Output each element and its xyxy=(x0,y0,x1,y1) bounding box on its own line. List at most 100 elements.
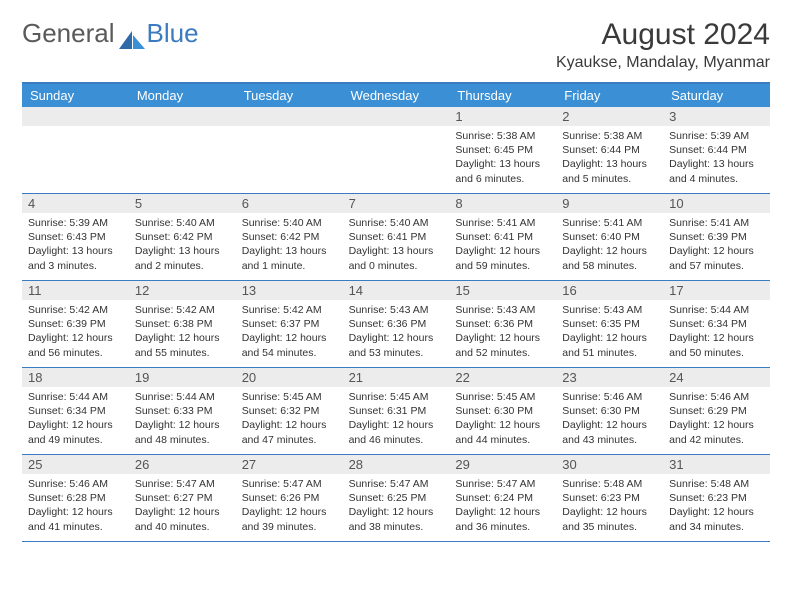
sunset-text: Sunset: 6:28 PM xyxy=(28,491,123,505)
daylight-text: Daylight: 12 hours and 46 minutes. xyxy=(349,418,444,446)
day-details: Sunrise: 5:45 AMSunset: 6:32 PMDaylight:… xyxy=(236,387,343,451)
sunset-text: Sunset: 6:40 PM xyxy=(562,230,657,244)
calendar-cell: 14Sunrise: 5:43 AMSunset: 6:36 PMDayligh… xyxy=(343,281,450,367)
sunset-text: Sunset: 6:45 PM xyxy=(455,143,550,157)
sunrise-text: Sunrise: 5:47 AM xyxy=(455,477,550,491)
sunset-text: Sunset: 6:43 PM xyxy=(28,230,123,244)
day-details: Sunrise: 5:43 AMSunset: 6:35 PMDaylight:… xyxy=(556,300,663,364)
page-header: General Blue August 2024 Kyaukse, Mandal… xyxy=(22,18,770,72)
sunrise-text: Sunrise: 5:41 AM xyxy=(562,216,657,230)
calendar-cell xyxy=(343,107,450,193)
daylight-text: Daylight: 12 hours and 57 minutes. xyxy=(669,244,764,272)
sunset-text: Sunset: 6:33 PM xyxy=(135,404,230,418)
sunset-text: Sunset: 6:39 PM xyxy=(28,317,123,331)
day-number xyxy=(343,107,450,126)
sunrise-text: Sunrise: 5:43 AM xyxy=(349,303,444,317)
calendar-cell: 16Sunrise: 5:43 AMSunset: 6:35 PMDayligh… xyxy=(556,281,663,367)
day-number: 21 xyxy=(343,368,450,387)
daylight-text: Daylight: 12 hours and 51 minutes. xyxy=(562,331,657,359)
day-number: 6 xyxy=(236,194,343,213)
daylight-text: Daylight: 12 hours and 55 minutes. xyxy=(135,331,230,359)
calendar-cell: 9Sunrise: 5:41 AMSunset: 6:40 PMDaylight… xyxy=(556,194,663,280)
day-details: Sunrise: 5:38 AMSunset: 6:44 PMDaylight:… xyxy=(556,126,663,190)
daylight-text: Daylight: 12 hours and 43 minutes. xyxy=(562,418,657,446)
sunset-text: Sunset: 6:24 PM xyxy=(455,491,550,505)
day-number: 29 xyxy=(449,455,556,474)
daylight-text: Daylight: 12 hours and 52 minutes. xyxy=(455,331,550,359)
calendar-cell: 28Sunrise: 5:47 AMSunset: 6:25 PMDayligh… xyxy=(343,455,450,541)
sunset-text: Sunset: 6:23 PM xyxy=(562,491,657,505)
day-details: Sunrise: 5:47 AMSunset: 6:24 PMDaylight:… xyxy=(449,474,556,538)
brand-logo: General Blue xyxy=(22,18,199,49)
sunrise-text: Sunrise: 5:47 AM xyxy=(349,477,444,491)
sunset-text: Sunset: 6:41 PM xyxy=(455,230,550,244)
calendar-cell: 29Sunrise: 5:47 AMSunset: 6:24 PMDayligh… xyxy=(449,455,556,541)
calendar-cell: 25Sunrise: 5:46 AMSunset: 6:28 PMDayligh… xyxy=(22,455,129,541)
sunset-text: Sunset: 6:30 PM xyxy=(562,404,657,418)
day-details: Sunrise: 5:48 AMSunset: 6:23 PMDaylight:… xyxy=(663,474,770,538)
weekday-label: Friday xyxy=(556,84,663,107)
sunrise-text: Sunrise: 5:42 AM xyxy=(242,303,337,317)
weekday-label: Thursday xyxy=(449,84,556,107)
calendar-cell: 18Sunrise: 5:44 AMSunset: 6:34 PMDayligh… xyxy=(22,368,129,454)
sail-icon xyxy=(119,25,145,43)
day-number: 28 xyxy=(343,455,450,474)
day-details: Sunrise: 5:46 AMSunset: 6:29 PMDaylight:… xyxy=(663,387,770,451)
day-details: Sunrise: 5:42 AMSunset: 6:39 PMDaylight:… xyxy=(22,300,129,364)
calendar-cell: 22Sunrise: 5:45 AMSunset: 6:30 PMDayligh… xyxy=(449,368,556,454)
day-number: 18 xyxy=(22,368,129,387)
calendar-week: 25Sunrise: 5:46 AMSunset: 6:28 PMDayligh… xyxy=(22,455,770,542)
sunrise-text: Sunrise: 5:46 AM xyxy=(669,390,764,404)
day-details: Sunrise: 5:42 AMSunset: 6:38 PMDaylight:… xyxy=(129,300,236,364)
day-number: 11 xyxy=(22,281,129,300)
calendar-cell: 19Sunrise: 5:44 AMSunset: 6:33 PMDayligh… xyxy=(129,368,236,454)
day-number: 7 xyxy=(343,194,450,213)
daylight-text: Daylight: 12 hours and 40 minutes. xyxy=(135,505,230,533)
sunset-text: Sunset: 6:41 PM xyxy=(349,230,444,244)
sunrise-text: Sunrise: 5:45 AM xyxy=(455,390,550,404)
daylight-text: Daylight: 13 hours and 0 minutes. xyxy=(349,244,444,272)
sunrise-text: Sunrise: 5:38 AM xyxy=(562,129,657,143)
sunrise-text: Sunrise: 5:40 AM xyxy=(349,216,444,230)
day-number: 24 xyxy=(663,368,770,387)
sunrise-text: Sunrise: 5:48 AM xyxy=(669,477,764,491)
daylight-text: Daylight: 13 hours and 6 minutes. xyxy=(455,157,550,185)
daylight-text: Daylight: 12 hours and 34 minutes. xyxy=(669,505,764,533)
calendar-cell: 31Sunrise: 5:48 AMSunset: 6:23 PMDayligh… xyxy=(663,455,770,541)
day-details: Sunrise: 5:39 AMSunset: 6:43 PMDaylight:… xyxy=(22,213,129,277)
day-number: 4 xyxy=(22,194,129,213)
sunset-text: Sunset: 6:36 PM xyxy=(455,317,550,331)
day-details: Sunrise: 5:45 AMSunset: 6:30 PMDaylight:… xyxy=(449,387,556,451)
sunset-text: Sunset: 6:34 PM xyxy=(669,317,764,331)
sunset-text: Sunset: 6:29 PM xyxy=(669,404,764,418)
daylight-text: Daylight: 12 hours and 49 minutes. xyxy=(28,418,123,446)
day-number: 23 xyxy=(556,368,663,387)
day-details: Sunrise: 5:44 AMSunset: 6:33 PMDaylight:… xyxy=(129,387,236,451)
sunrise-text: Sunrise: 5:42 AM xyxy=(135,303,230,317)
day-number: 17 xyxy=(663,281,770,300)
sunrise-text: Sunrise: 5:44 AM xyxy=(669,303,764,317)
calendar-grid: Sunday Monday Tuesday Wednesday Thursday… xyxy=(22,82,770,542)
calendar-cell: 15Sunrise: 5:43 AMSunset: 6:36 PMDayligh… xyxy=(449,281,556,367)
day-number: 16 xyxy=(556,281,663,300)
sunrise-text: Sunrise: 5:45 AM xyxy=(349,390,444,404)
day-number: 20 xyxy=(236,368,343,387)
sunrise-text: Sunrise: 5:43 AM xyxy=(562,303,657,317)
calendar-cell: 24Sunrise: 5:46 AMSunset: 6:29 PMDayligh… xyxy=(663,368,770,454)
daylight-text: Daylight: 13 hours and 5 minutes. xyxy=(562,157,657,185)
day-number: 26 xyxy=(129,455,236,474)
day-details: Sunrise: 5:42 AMSunset: 6:37 PMDaylight:… xyxy=(236,300,343,364)
sunset-text: Sunset: 6:39 PM xyxy=(669,230,764,244)
location-text: Kyaukse, Mandalay, Myanmar xyxy=(556,54,770,72)
sunrise-text: Sunrise: 5:43 AM xyxy=(455,303,550,317)
sunset-text: Sunset: 6:23 PM xyxy=(669,491,764,505)
sunset-text: Sunset: 6:30 PM xyxy=(455,404,550,418)
sunset-text: Sunset: 6:35 PM xyxy=(562,317,657,331)
day-number: 30 xyxy=(556,455,663,474)
calendar-cell xyxy=(236,107,343,193)
day-details: Sunrise: 5:43 AMSunset: 6:36 PMDaylight:… xyxy=(449,300,556,364)
title-block: August 2024 Kyaukse, Mandalay, Myanmar xyxy=(556,18,770,72)
day-number xyxy=(22,107,129,126)
daylight-text: Daylight: 13 hours and 1 minute. xyxy=(242,244,337,272)
day-number: 10 xyxy=(663,194,770,213)
